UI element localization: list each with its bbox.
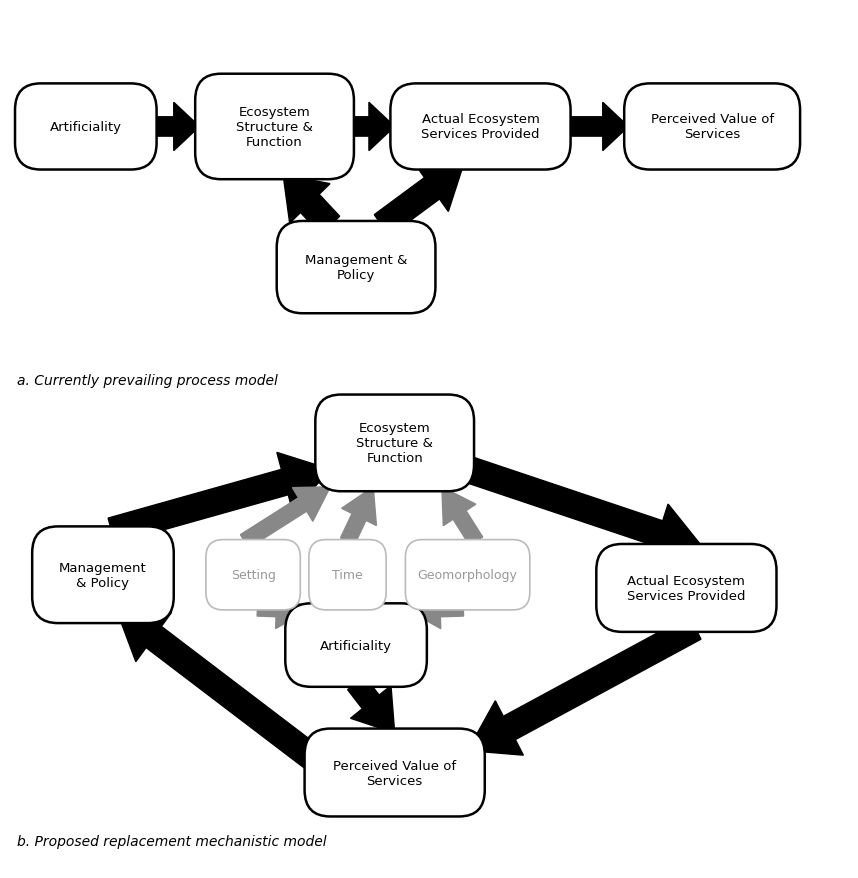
Polygon shape [341, 487, 377, 545]
Polygon shape [153, 104, 199, 151]
Polygon shape [257, 589, 309, 629]
Text: Setting: Setting [231, 569, 275, 581]
Text: Actual Ecosystem
Services Provided: Actual Ecosystem Services Provided [421, 113, 540, 141]
FancyBboxPatch shape [206, 540, 300, 610]
FancyBboxPatch shape [316, 395, 474, 492]
Text: b. Proposed replacement mechanistic model: b. Proposed replacement mechanistic mode… [17, 834, 327, 848]
Text: Actual Ecosystem
Services Provided: Actual Ecosystem Services Provided [627, 574, 746, 602]
Text: Artificiality: Artificiality [320, 639, 392, 651]
Polygon shape [408, 589, 463, 629]
FancyBboxPatch shape [390, 84, 571, 170]
FancyBboxPatch shape [305, 729, 485, 817]
FancyBboxPatch shape [33, 527, 173, 623]
Text: Ecosystem
Structure &
Function: Ecosystem Structure & Function [236, 106, 313, 148]
FancyBboxPatch shape [195, 75, 353, 180]
Polygon shape [283, 176, 340, 235]
FancyBboxPatch shape [596, 544, 776, 632]
Text: Management &
Policy: Management & Policy [305, 254, 408, 282]
FancyBboxPatch shape [406, 540, 530, 610]
FancyBboxPatch shape [624, 84, 800, 170]
Polygon shape [240, 487, 330, 549]
Polygon shape [442, 487, 483, 546]
Text: Artificiality: Artificiality [50, 121, 122, 133]
FancyBboxPatch shape [276, 222, 436, 313]
Polygon shape [374, 166, 463, 237]
Polygon shape [108, 453, 330, 543]
Text: a. Currently prevailing process model: a. Currently prevailing process model [17, 373, 278, 387]
FancyBboxPatch shape [285, 604, 426, 687]
Text: Ecosystem
Structure &
Function: Ecosystem Structure & Function [356, 422, 433, 464]
FancyBboxPatch shape [15, 84, 156, 170]
Polygon shape [566, 104, 628, 151]
Polygon shape [450, 453, 704, 563]
Polygon shape [350, 104, 395, 151]
Polygon shape [347, 676, 395, 733]
Polygon shape [116, 608, 334, 779]
Text: Geomorphology: Geomorphology [418, 569, 517, 581]
FancyBboxPatch shape [309, 540, 386, 610]
Text: Perceived Value of
Services: Perceived Value of Services [650, 113, 774, 141]
Polygon shape [321, 593, 356, 632]
Text: Management
& Policy: Management & Policy [59, 561, 147, 589]
Text: Time: Time [332, 569, 363, 581]
Polygon shape [468, 616, 701, 755]
Text: Perceived Value of
Services: Perceived Value of Services [333, 759, 456, 787]
